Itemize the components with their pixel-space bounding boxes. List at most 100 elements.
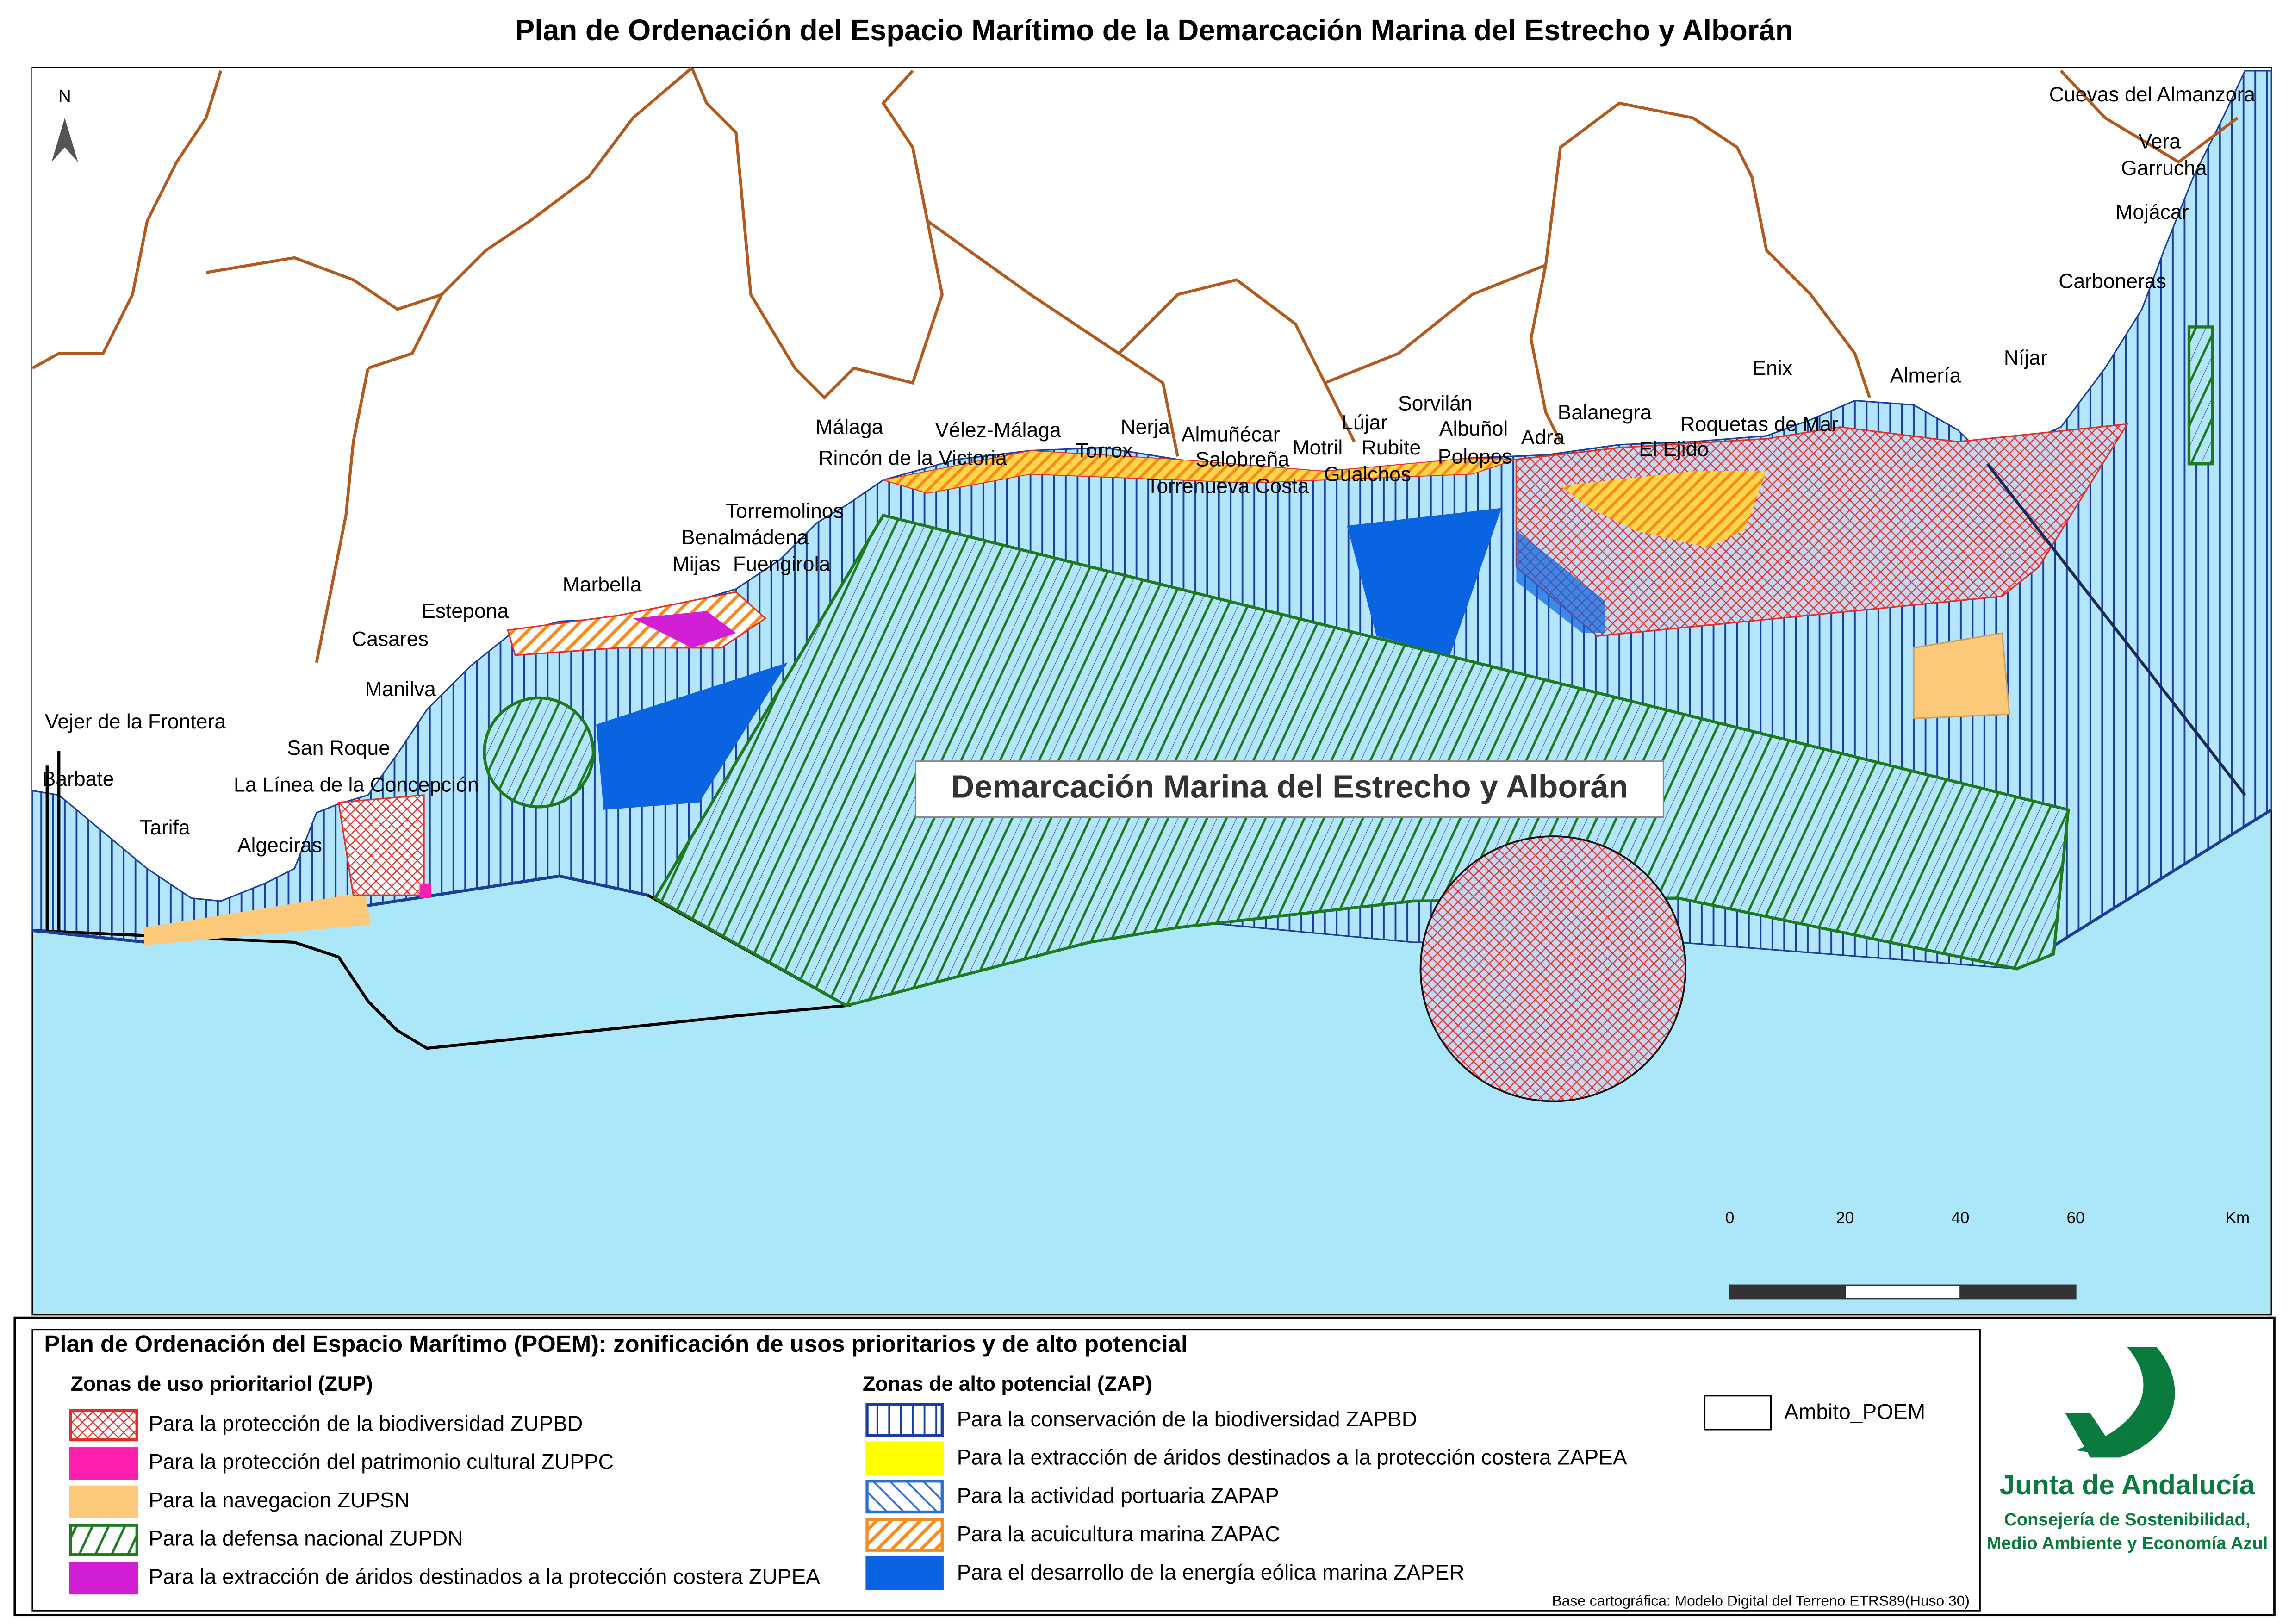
legend-swatch	[69, 1562, 139, 1595]
north-arrow	[51, 118, 78, 162]
place-label: Albuñol	[1439, 417, 1508, 440]
place-label: Torrox	[1076, 440, 1133, 462]
place-label: Gualchos	[1324, 463, 1411, 485]
legend-swatch	[865, 1403, 944, 1437]
zupbd-zone	[337, 794, 425, 896]
legend-label: Para la actividad portuaria ZAPAP	[957, 1483, 1279, 1507]
zaper-zone	[596, 662, 788, 810]
logo-mark	[2065, 1347, 2175, 1458]
legend-label: Para la extracción de áridos destinados …	[149, 1564, 820, 1588]
place-label: La Línea de la Concepción	[234, 774, 479, 796]
scale-tick-label: 40	[1951, 1209, 1969, 1227]
legend-swatch	[69, 1524, 139, 1556]
legend-label: Para la protección de la biodiversidad Z…	[149, 1412, 583, 1436]
place-label: Níjar	[2004, 347, 2047, 369]
place-label: Fuengirola	[733, 553, 831, 575]
place-label: Vejer de la Frontera	[45, 710, 226, 733]
legend-items: Para la protección de la biodiversidad Z…	[69, 1403, 1627, 1595]
zupsn-zone	[1913, 632, 2010, 720]
logo-line: Consejería de Sostenibilidad,	[2004, 1510, 2250, 1530]
legend-swatch	[1704, 1395, 1772, 1431]
legend-label: Para el desarrollo de la energía eólica …	[957, 1560, 1465, 1584]
admin-boundary	[31, 67, 2239, 663]
boundary-line	[45, 751, 61, 931]
sea-label: Demarcación Marina del Estrecho y Alborá…	[951, 769, 1628, 805]
legend-label: Ambito_POEM	[1784, 1400, 1925, 1424]
legend-title: Plan de Ordenación del Espacio Marítimo …	[44, 1331, 1188, 1357]
source-note: Base cartográfica: Modelo Digital del Te…	[1552, 1592, 1970, 1609]
zupsn-zone	[144, 892, 371, 946]
legend: Plan de Ordenación del Espacio Marítimo …	[13, 1316, 2276, 1617]
legend-swatch	[69, 1409, 139, 1442]
legend-heading: Zonas de alto potencial (ZAP)	[863, 1373, 1152, 1395]
place-label: Lújar	[1342, 411, 1387, 434]
place-label: Mijas	[672, 553, 721, 575]
place-labels: Cuevas del Almanzora Vera Garrucha Mojácar C…	[42, 83, 2256, 857]
map-title: Plan de Ordenación del Espacio Marítimo …	[515, 14, 1793, 47]
north-label: N	[58, 86, 71, 106]
zupea-zone	[633, 611, 736, 648]
place-label: Sorvilán	[1398, 392, 1473, 415]
zap-boundary	[32, 809, 2272, 970]
zupdn-zone	[2187, 325, 2214, 466]
place-label: Benalmádena	[681, 526, 809, 549]
legend-label: Para la navegacion ZUPSN	[149, 1488, 410, 1512]
zupdn-circle	[483, 696, 595, 809]
logo-line: Medio Ambiente y Economía Azul	[1987, 1533, 2268, 1553]
place-label: Roquetas de Mar	[1680, 413, 1838, 436]
legend-swatch	[865, 1556, 944, 1590]
legend-swatch	[69, 1447, 139, 1480]
zupbd-circle	[1419, 835, 1687, 1102]
place-label: Almería	[1890, 364, 1961, 387]
zapac-zone	[1560, 471, 1767, 548]
logo-name: Junta de Andalucía	[2000, 1469, 2255, 1500]
legend-label: Para la conservación de la biodiversidad…	[957, 1407, 1417, 1431]
place-label: Enix	[1752, 357, 1792, 380]
legend-label: Para la extracción de áridos destinados …	[957, 1445, 1627, 1469]
place-label: Nerja	[1121, 416, 1170, 439]
place-label: Casares	[352, 628, 429, 651]
legend-swatch	[69, 1485, 139, 1518]
scale-tick-label: 20	[1836, 1209, 1854, 1227]
scale-segment	[1844, 1284, 1961, 1300]
place-label: San Roque	[287, 737, 390, 759]
place-label: Málaga	[815, 416, 883, 439]
place-label: Marbella	[563, 573, 642, 596]
place-label: Mojácar	[2115, 201, 2189, 224]
sea-label-box	[914, 760, 1664, 818]
place-label: Manilva	[365, 678, 436, 701]
place-label: Vélez-Málaga	[935, 419, 1061, 442]
land	[32, 68, 2272, 901]
place-label: Tarifa	[140, 816, 190, 839]
place-label: Torrenueva Costa	[1146, 475, 1309, 498]
place-label: Barbate	[42, 768, 114, 790]
scale-tick-label: 60	[2067, 1209, 2085, 1227]
scale-tick-label: 0	[1725, 1209, 1734, 1227]
legend-swatch	[865, 1480, 944, 1514]
place-label: Algeciras	[237, 834, 322, 857]
place-label: Almuñécar	[1182, 423, 1280, 446]
legend-label: Para la protección del patrimonio cultur…	[149, 1450, 614, 1474]
scale-unit: Km	[2226, 1209, 2250, 1227]
legend-heading: Zonas de uso prioritariol (ZUP)	[71, 1373, 373, 1395]
zuppc-zone	[419, 883, 431, 898]
place-label: Cuevas del Almanzora	[2049, 83, 2256, 106]
zaper-zone	[1516, 530, 1605, 634]
map-frame: N Cuevas del Almanzora Vera Garrucha Mojáca…	[31, 67, 2272, 1316]
place-label: Polopos	[1438, 445, 1512, 468]
zaper-zone	[1347, 508, 1502, 655]
legend-label: Para la defensa nacional ZUPDN	[149, 1526, 463, 1550]
place-label: Rincón de la Victoria	[818, 447, 1007, 469]
place-label: Estepona	[422, 600, 509, 622]
legend-label: Para la acuicultura marina ZAPAC	[957, 1522, 1281, 1546]
scale-segment	[1729, 1284, 1846, 1300]
place-label: Carboneras	[2059, 270, 2166, 293]
zapac-coast	[883, 450, 1517, 494]
place-label: Vera	[2139, 131, 2181, 153]
place-label: Torremolinos	[726, 500, 844, 523]
boundary-line	[1986, 463, 2246, 796]
scale-segment	[1959, 1284, 2077, 1300]
legend-swatch	[865, 1441, 944, 1475]
place-label: Rubite	[1362, 436, 1421, 459]
